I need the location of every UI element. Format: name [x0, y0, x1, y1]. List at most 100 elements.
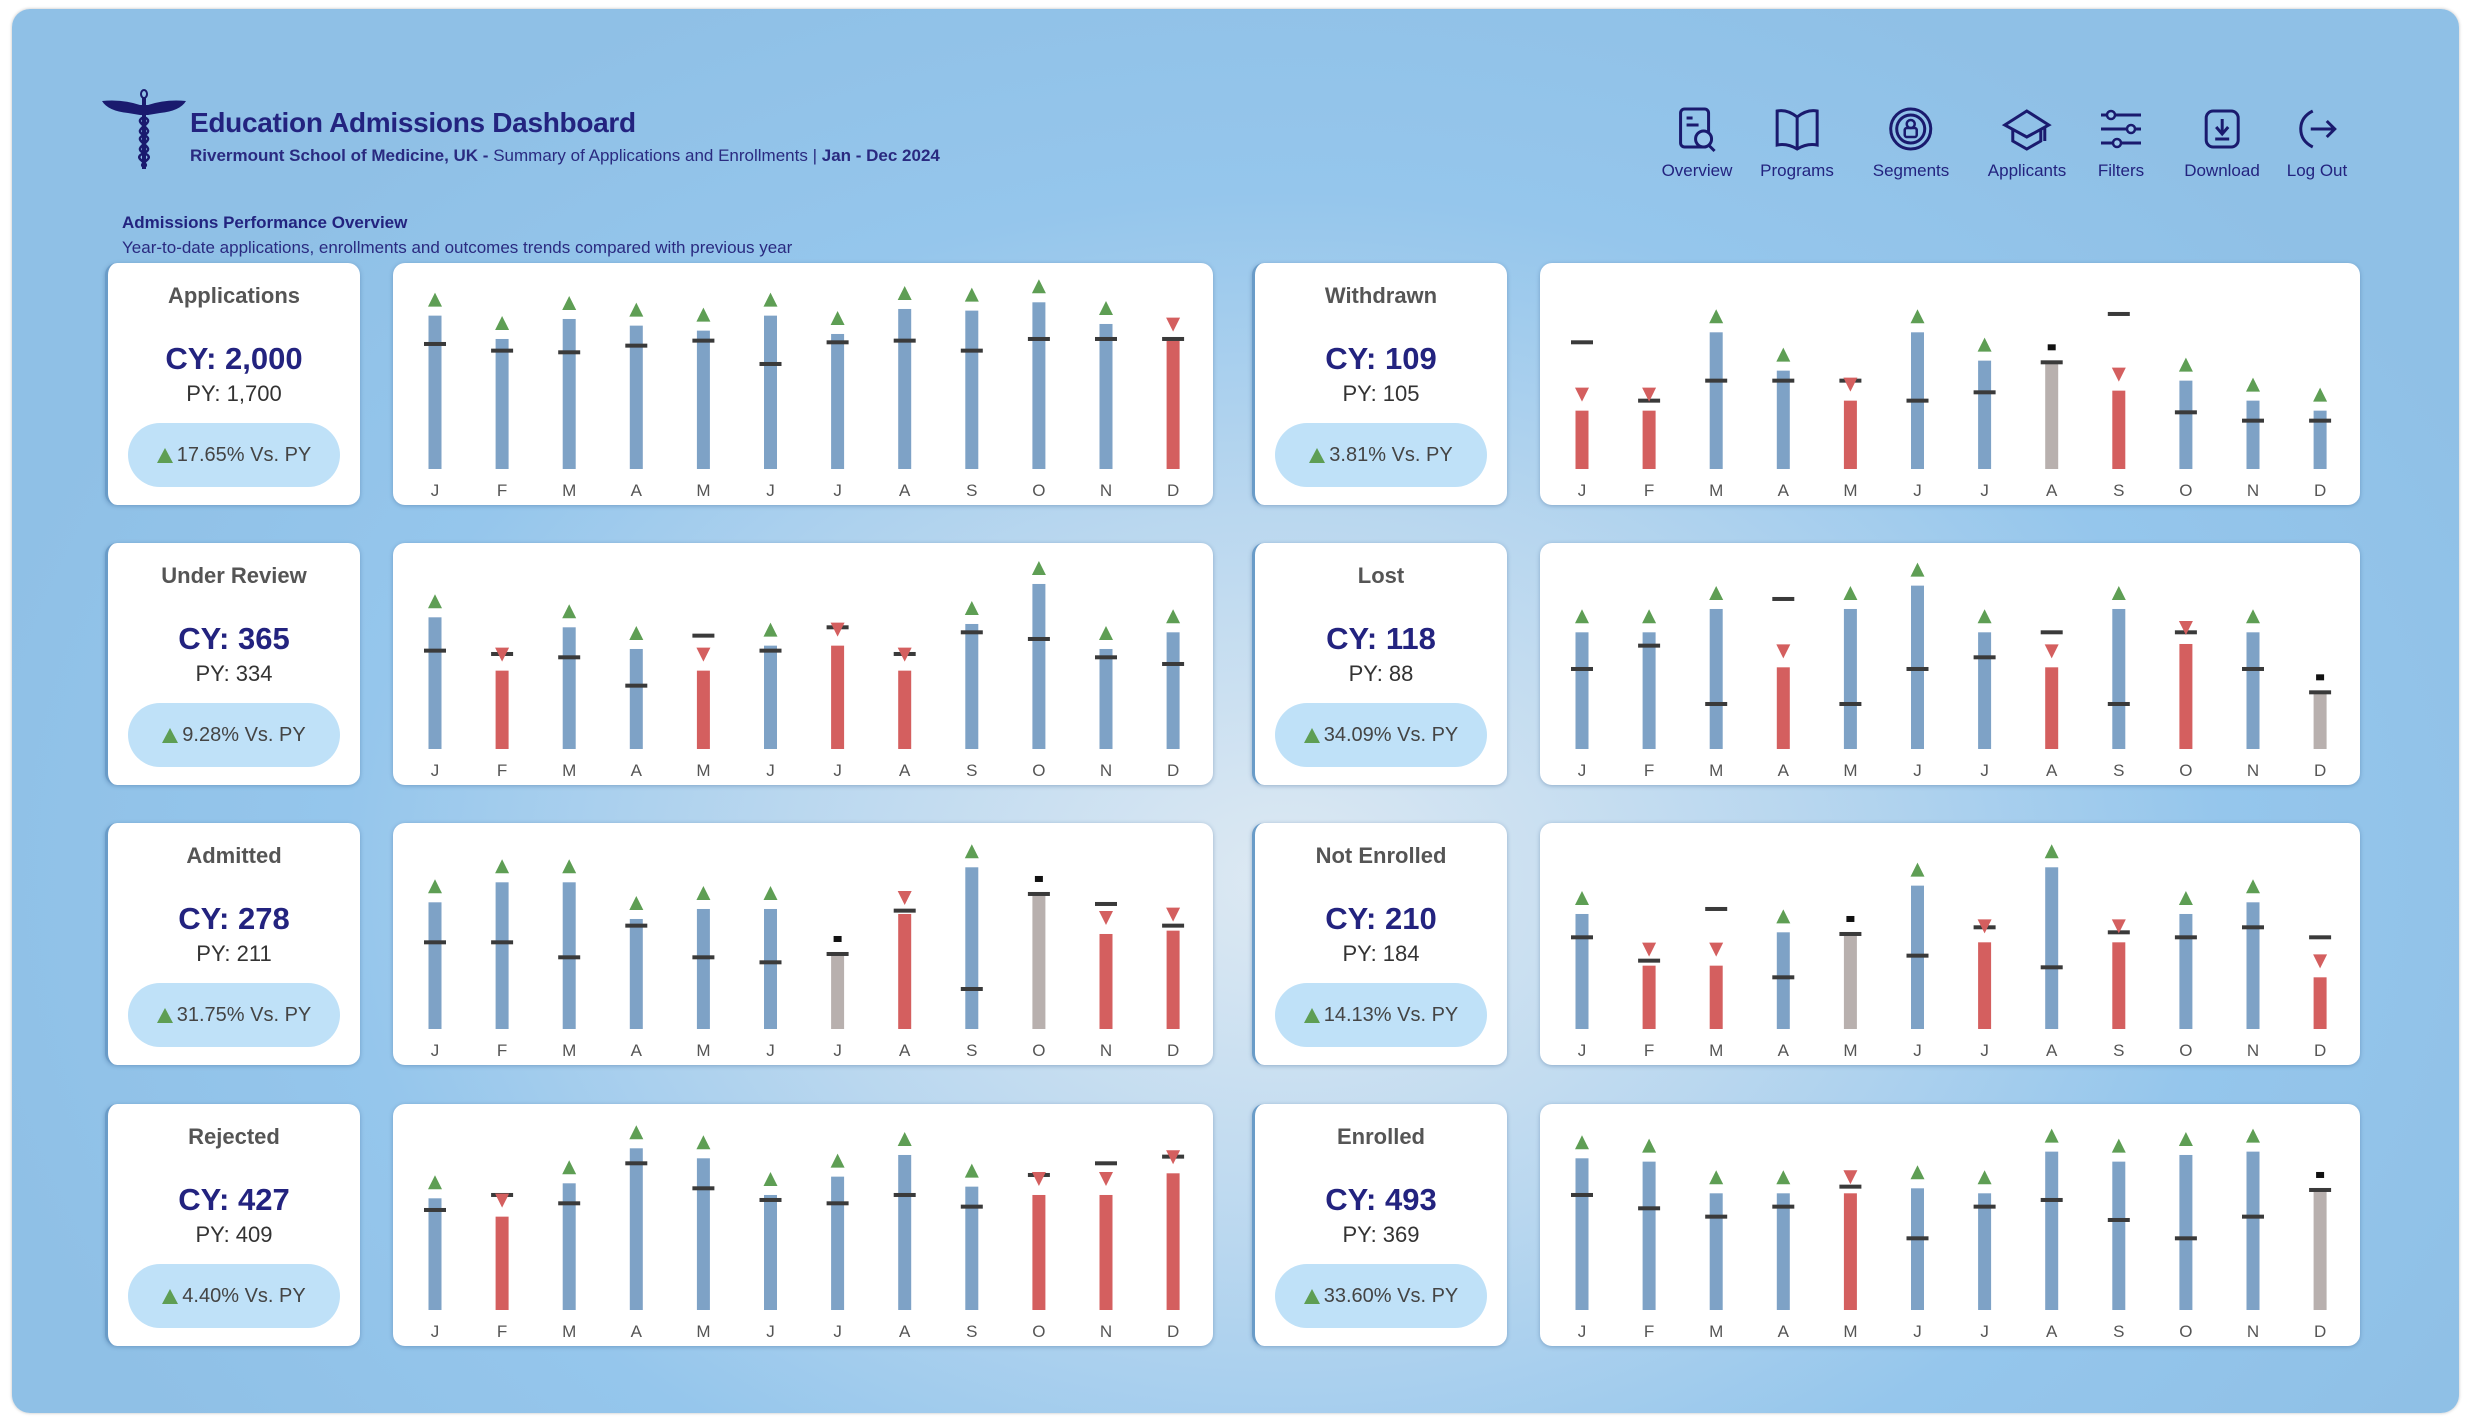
up-arrow-icon: [964, 600, 979, 615]
cy-bar: [1032, 1194, 1046, 1310]
py-marker: [491, 348, 514, 353]
cy-bar: [2313, 1189, 2327, 1310]
month-label: M: [1709, 481, 1723, 500]
sliders-icon: [2101, 109, 2141, 149]
cy-bar: [2246, 632, 2260, 749]
kpi-card-not-enrolled: Not Enrolled CY: 210 PY: 184 14.13% Vs. PY: [1252, 823, 1507, 1065]
cy-bar: [696, 908, 710, 1029]
cy-bar: [562, 318, 576, 469]
month-label: A: [2046, 481, 2058, 500]
py-marker: [424, 648, 446, 653]
up-arrow-icon: [1642, 1138, 1657, 1153]
down-arrow-icon: [1166, 317, 1181, 332]
up-arrow-icon: [1776, 909, 1791, 924]
month-label: N: [2247, 1041, 2259, 1060]
down-arrow-icon: [1843, 1170, 1858, 1185]
period-text: Jan - Dec 2024: [821, 146, 940, 165]
py-marker: [2242, 666, 2264, 671]
up-arrow-icon: [495, 315, 510, 330]
py-marker: [1162, 661, 1185, 666]
py-marker: [2309, 935, 2332, 940]
month-label: F: [497, 1041, 507, 1060]
month-label: J: [1578, 481, 1587, 500]
cy-bar: [1032, 583, 1046, 749]
cy-bar: [831, 1176, 845, 1310]
cy-bar: [428, 1198, 442, 1310]
month-label: A: [631, 481, 643, 500]
up-arrow-icon: [1776, 1170, 1791, 1185]
month-label: M: [696, 1041, 710, 1060]
month-label: J: [431, 1041, 440, 1060]
kpi-title: Admitted: [186, 843, 282, 868]
py-marker: [2107, 1217, 2130, 1222]
kpi-card-rejected: Rejected CY: 427 PY: 409 4.40% Vs. PY: [105, 1104, 360, 1346]
py-marker: [1571, 935, 1593, 940]
cy-bar: [831, 333, 845, 469]
kpi-change-badge: 4.40% Vs. PY: [128, 1264, 340, 1328]
py-marker: [826, 340, 849, 345]
month-label: J: [1980, 1322, 1989, 1341]
up-arrow-icon: [562, 295, 577, 310]
py-marker: [424, 940, 446, 945]
month-label: F: [497, 1322, 507, 1341]
month-label: M: [1709, 1322, 1723, 1341]
nav-programs-button[interactable]: Programs: [1760, 103, 1834, 193]
month-label: O: [1032, 481, 1045, 500]
py-marker: [1839, 1184, 1862, 1189]
nav-log-out-button[interactable]: Log Out: [2287, 103, 2347, 193]
kpi-change-badge: 33.60% Vs. PY: [1275, 1264, 1487, 1328]
py-marker: [1705, 906, 1728, 911]
up-arrow-icon: [1642, 609, 1657, 624]
nav-filters-button[interactable]: Filters: [2095, 103, 2147, 193]
month-label: J: [1913, 1041, 1922, 1060]
month-label: J: [833, 761, 842, 780]
nav-segments-button[interactable]: Segments: [1873, 103, 1949, 193]
cy-bar: [1978, 942, 1992, 1029]
cy-bar: [1843, 933, 1857, 1029]
kpi-change-text: 31.75% Vs. PY: [176, 1003, 312, 1026]
nav-label: Programs: [1760, 161, 1834, 180]
kpi-previous-year: PY: 334: [195, 661, 273, 686]
down-arrow-icon: [830, 622, 845, 637]
cy-bar: [2112, 942, 2126, 1029]
no-change-icon: [2316, 674, 2325, 681]
up-arrow-icon: [1303, 1288, 1320, 1304]
month-label: J: [1913, 761, 1922, 780]
nav-applicants-button[interactable]: Applicants: [1988, 103, 2066, 193]
cy-bar: [965, 867, 979, 1029]
month-label: J: [766, 1322, 775, 1341]
month-label: J: [1980, 761, 1989, 780]
kpi-previous-year: PY: 88: [1348, 661, 1414, 686]
month-label: S: [966, 1322, 977, 1341]
up-arrow-icon: [1575, 890, 1589, 905]
month-label: J: [833, 481, 842, 500]
month-label: F: [497, 761, 507, 780]
up-arrow-icon: [562, 604, 577, 619]
cy-bar: [562, 627, 576, 749]
py-marker: [625, 1161, 648, 1166]
py-marker: [2040, 360, 2063, 365]
py-marker: [692, 1186, 715, 1191]
cy-bar: [965, 310, 979, 469]
nav-overview-button[interactable]: Overview: [1662, 103, 1732, 193]
py-marker: [826, 1201, 849, 1206]
py-marker: [1839, 701, 1862, 706]
month-label: A: [899, 761, 911, 780]
nav-label: Filters: [2097, 161, 2145, 180]
month-label: O: [1032, 1041, 1045, 1060]
up-arrow-icon: [1977, 337, 1992, 352]
kpi-change-text: 14.13% Vs. PY: [1323, 1003, 1459, 1026]
nav-download-button[interactable]: Download: [2184, 103, 2260, 193]
py-marker: [1571, 666, 1593, 671]
cy-bar: [2179, 380, 2193, 469]
cy-bar: [2045, 667, 2059, 749]
up-arrow-icon: [1776, 347, 1791, 362]
month-label: F: [1644, 1041, 1654, 1060]
py-marker: [1973, 1204, 1996, 1209]
cy-bar: [2112, 608, 2126, 749]
up-arrow-icon: [2246, 377, 2260, 392]
cy-bar: [1642, 1161, 1656, 1310]
